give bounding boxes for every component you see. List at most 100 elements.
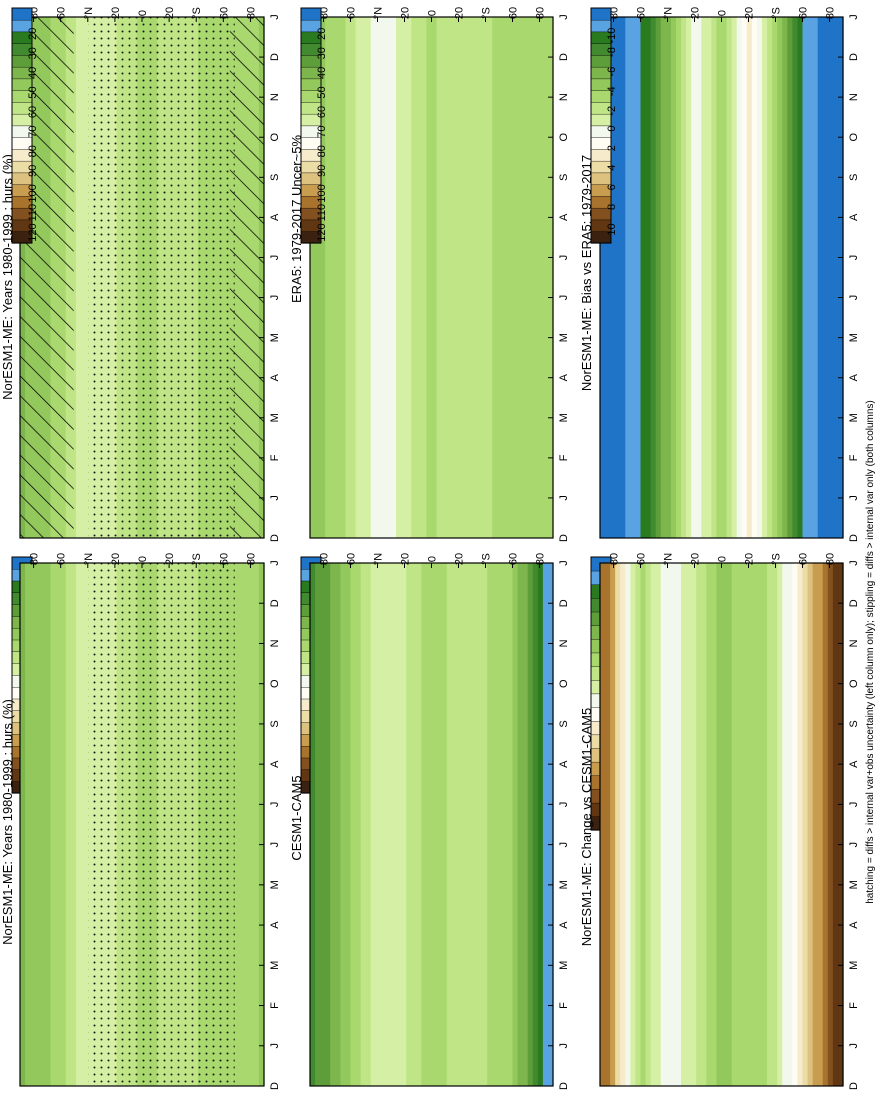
lat-tick-label: 80 (245, 7, 257, 19)
month-tick-label: F (558, 1002, 570, 1009)
colorbar-label: 2 (606, 145, 618, 151)
colorbar-label: -6 (606, 67, 618, 77)
heatmap-band (635, 563, 642, 1086)
colorbar-swatch (11, 7, 33, 21)
heatmap-band (807, 563, 814, 1086)
heatmap-band (670, 17, 677, 538)
heatmap-band (81, 563, 87, 1086)
heatmap-band (75, 563, 82, 1086)
month-tick-label: D (848, 534, 860, 542)
lat-tick-label: 20 (110, 553, 122, 565)
hatch-overlay (229, 17, 264, 538)
heatmap-band (600, 563, 606, 1086)
month-tick-label: N (269, 93, 281, 101)
heatmap-band (431, 17, 438, 538)
month-tick-label: N (558, 93, 570, 101)
heatmap-band (527, 17, 534, 538)
month-tick-label: N (848, 639, 860, 647)
heatmap-band (355, 17, 362, 538)
colorbar-frame (11, 7, 33, 244)
colorbar-label: 110 (27, 204, 39, 222)
heatmap-band (681, 17, 687, 538)
heatmap-band (802, 563, 809, 1086)
heatmap-band (456, 17, 463, 538)
colorbar-label: 100 (316, 184, 328, 202)
heatmap-band (797, 563, 804, 1086)
lat-tick-label: 0 (427, 556, 439, 562)
heatmap-band (451, 17, 458, 538)
month-tick-label: A (848, 213, 860, 221)
heatmap-band (238, 563, 245, 1086)
heatmap-band (772, 17, 778, 538)
lat-tick-label: 0 (717, 556, 729, 562)
heatmap-band (517, 563, 524, 1086)
heatmap-band (782, 17, 788, 538)
heatmap-band (436, 563, 443, 1086)
month-tick-label: M (558, 880, 570, 889)
colorbar-label: 60 (316, 106, 328, 118)
heatmap-band (610, 17, 616, 538)
heatmap-band (537, 17, 544, 538)
month-tick-label: S (269, 174, 281, 181)
heatmap-band (721, 563, 728, 1086)
month-tick-label: O (848, 133, 860, 142)
month-tick-label: O (558, 679, 570, 688)
lat-tick-label: 60 (798, 7, 810, 19)
heatmap-band (686, 17, 692, 538)
lat-tick-label: 0 (137, 10, 149, 16)
month-tick-label: M (269, 413, 281, 422)
heatmap-band (701, 17, 707, 538)
month-tick-label: A (269, 373, 281, 381)
heatmap-band (436, 17, 443, 538)
heatmap-band (547, 563, 554, 1086)
heatmap-band (741, 17, 748, 538)
month-tick-label: J (558, 495, 570, 501)
heatmap-band (75, 17, 82, 538)
month-tick-label: J (269, 295, 281, 301)
heatmap-band (335, 563, 341, 1086)
heatmap-band (812, 17, 819, 538)
heatmap-band (517, 17, 524, 538)
heatmap-band (70, 563, 77, 1086)
month-tick-label: N (558, 639, 570, 647)
heatmap-band (315, 17, 321, 538)
colorbar-label: 0 (606, 126, 618, 132)
lat-tick-label: °N (83, 7, 95, 19)
colorbar-label: 20 (316, 28, 328, 40)
heatmap-band (507, 17, 514, 538)
heatmap-band (741, 563, 748, 1086)
lat-tick-label: 60 (56, 553, 68, 565)
month-tick-label: J (848, 1043, 860, 1049)
panel-title: CESM1-CAM5 (289, 775, 304, 860)
heatmap-band (466, 563, 473, 1086)
heatmap-band (615, 563, 621, 1086)
heatmap-band (391, 563, 397, 1086)
heatmap-band (696, 563, 702, 1086)
colorbar-frame (300, 7, 322, 244)
month-tick-label: D (848, 53, 860, 61)
heatmap-band (320, 17, 326, 538)
heatmap-band (477, 563, 483, 1086)
month-tick-label: D (848, 599, 860, 607)
month-tick-label: J (269, 14, 281, 20)
heatmap-band (456, 563, 463, 1086)
heatmap-band (777, 17, 783, 538)
month-tick-label: S (848, 174, 860, 181)
colorbar-label: 40 (27, 67, 39, 79)
heatmap-band (380, 563, 387, 1086)
month-tick-label: J (558, 802, 570, 808)
month-tick-label: J (269, 560, 281, 566)
heatmap-band (542, 563, 549, 1086)
heatmap-band (315, 563, 321, 1086)
heatmap-band (691, 563, 697, 1086)
lat-tick-label: 20 (164, 7, 176, 19)
heatmap-band (385, 563, 392, 1086)
heatmap-band (25, 563, 31, 1086)
heatmap-band (721, 17, 728, 538)
lat-tick-label: °N (373, 553, 385, 565)
heatmap-band (600, 17, 606, 538)
lat-tick-label: °S (191, 553, 203, 565)
month-tick-label: O (558, 133, 570, 142)
month-tick-label: D (269, 53, 281, 61)
